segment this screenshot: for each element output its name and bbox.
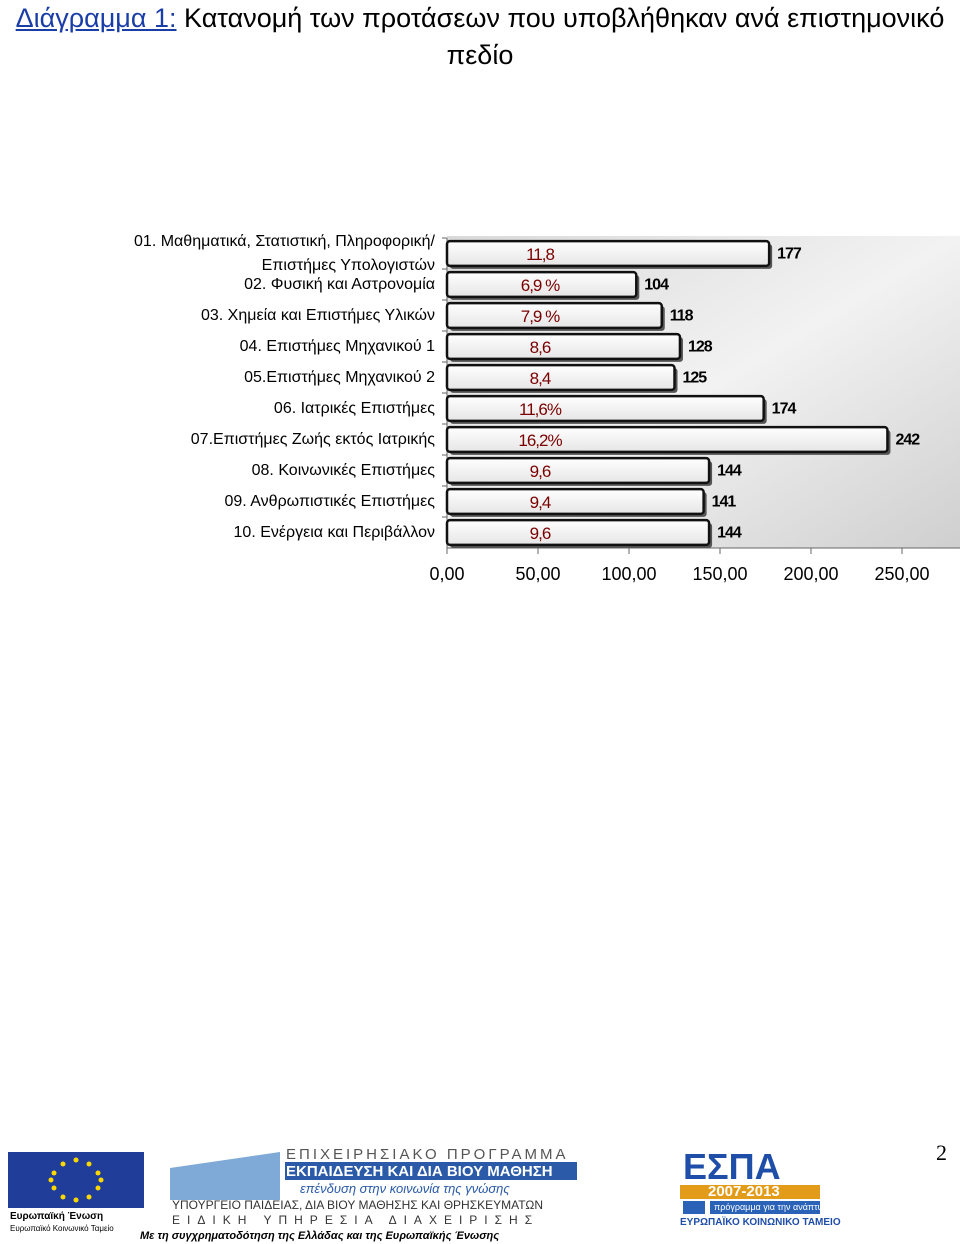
- espa-years: 2007-2013: [708, 1183, 780, 1200]
- x-tick-label: 0,00: [429, 564, 464, 584]
- value-label: 125: [683, 370, 708, 387]
- program-name: ΕΚΠΑΙΔΕΥΣΗ ΚΑΙ ΔΙΑ ΒΙΟΥ ΜΑΘΗΣΗ: [286, 1163, 553, 1180]
- value-label: 144: [717, 525, 742, 542]
- category-label: 08. Κοινωνικές Επιστήμες: [251, 461, 435, 479]
- value-label: 128: [688, 339, 713, 356]
- cofunding: Με τη συγχρηματοδότηση της Ελλάδας και τ…: [140, 1230, 500, 1242]
- bar: [445, 363, 676, 392]
- x-tick-label: 150,00: [692, 564, 747, 584]
- espa: ΕΣΠΑ: [683, 1146, 781, 1187]
- bar: [445, 487, 705, 516]
- bar: [445, 239, 771, 268]
- program-slogan: επένδυση στην κοινωνία της γνώσης: [300, 1181, 510, 1196]
- chart: 0,00 50,00 100,00 150,00 200,00 250,00 177 11,8…: [429, 236, 960, 584]
- eu-fund-text: Ευρωπαϊκό Κοινωνικό Ταμείο: [10, 1224, 114, 1233]
- value-label: 144: [717, 463, 742, 480]
- title-label: Διάγραμμα 1:: [15, 3, 177, 33]
- chart-title: Διάγραμμα 1: Κατανομή των προτάσεων που …: [0, 0, 960, 74]
- percent-label: 8,6: [530, 338, 551, 357]
- service: ΕΙΔΙΚΗ ΥΠΗΡΕΣΙΑ ΔΙΑΧΕΙΡΙΣΗΣ: [172, 1213, 540, 1227]
- bar: [445, 394, 765, 423]
- percent-label: 9,6: [530, 524, 551, 543]
- category-label: 02. Φυσική και Αστρονομία: [244, 275, 435, 293]
- percent-label: 11,6%: [519, 400, 562, 419]
- x-tick-label: 50,00: [515, 564, 560, 584]
- bar: [445, 270, 638, 299]
- percent-label: 9,4: [530, 493, 551, 512]
- bar: [445, 332, 682, 361]
- ministry: ΥΠΟΥΡΓΕΙΟ ΠΑΙΔΕΙΑΣ, ΔΙΑ ΒΙΟΥ ΜΑΘΗΣΗΣ ΚΑΙ…: [172, 1198, 544, 1212]
- category-label: 06. Ιατρικές Επιστήμες: [273, 399, 435, 417]
- percent-label: 11,8: [526, 245, 554, 264]
- x-tick-label: 200,00: [783, 564, 838, 584]
- category-label: 04. Επιστήμες Μηχανικού 1: [239, 337, 435, 355]
- program-title: ΕΠΙΧΕΙΡΗΣΙΑΚΟ ΠΡΟΓΡΑΜΜΑ: [286, 1146, 569, 1163]
- value-label: 174: [772, 401, 797, 418]
- greek-flag: [683, 1201, 705, 1214]
- value-label: 177: [777, 246, 802, 263]
- category-label: 05.Επιστήμες Μηχανικού 2: [244, 368, 435, 386]
- category-label: 09. Ανθρωπιστικές Επιστήμες: [224, 492, 435, 510]
- percent-label: 8,4: [530, 369, 551, 388]
- bar: [445, 301, 664, 330]
- percent-label: 7,9 %: [521, 307, 560, 326]
- x-tick-label: 100,00: [601, 564, 656, 584]
- page-number: 2: [936, 1140, 947, 1165]
- category-label: 03. Χημεία και Επιστήμες Υλικών: [200, 306, 435, 324]
- value-label: 104: [644, 277, 669, 294]
- value-label: 118: [670, 308, 694, 325]
- value-label: 141: [712, 494, 737, 511]
- bar: [445, 518, 711, 547]
- category-label: 10. Ενέργεια και Περιβάλλον: [233, 523, 435, 541]
- category-label: 07.Επιστήμες Ζωής εκτός Ιατρικής: [190, 430, 435, 448]
- percent-label: 16,2%: [518, 431, 562, 450]
- program-logo: [170, 1152, 280, 1200]
- eu-flag: [8, 1152, 144, 1208]
- bar: [445, 425, 889, 454]
- bar: [445, 456, 711, 485]
- eu-text: Ευρωπαϊκή Ένωση: [10, 1211, 104, 1222]
- x-tick-label: 250,00: [874, 564, 929, 584]
- value-label: 242: [895, 432, 920, 449]
- esf: ΕΥΡΩΠΑΪΚΟ ΚΟΙΝΩΝΙΚΟ ΤΑΜΕΙΟ: [680, 1217, 841, 1228]
- espa-slogan: πρόγραμμα για την ανάπτυξη: [714, 1202, 832, 1212]
- category-label: 01. Μαθηματικά, Στατιστική, Πληροφορική/…: [134, 232, 435, 274]
- percent-label: 6,9 %: [521, 276, 560, 295]
- title-text: Κατανομή των προτάσεων που υποβλήθηκαν α…: [184, 3, 945, 70]
- percent-label: 9,6: [530, 462, 551, 481]
- eu-stars: [48, 1157, 104, 1203]
